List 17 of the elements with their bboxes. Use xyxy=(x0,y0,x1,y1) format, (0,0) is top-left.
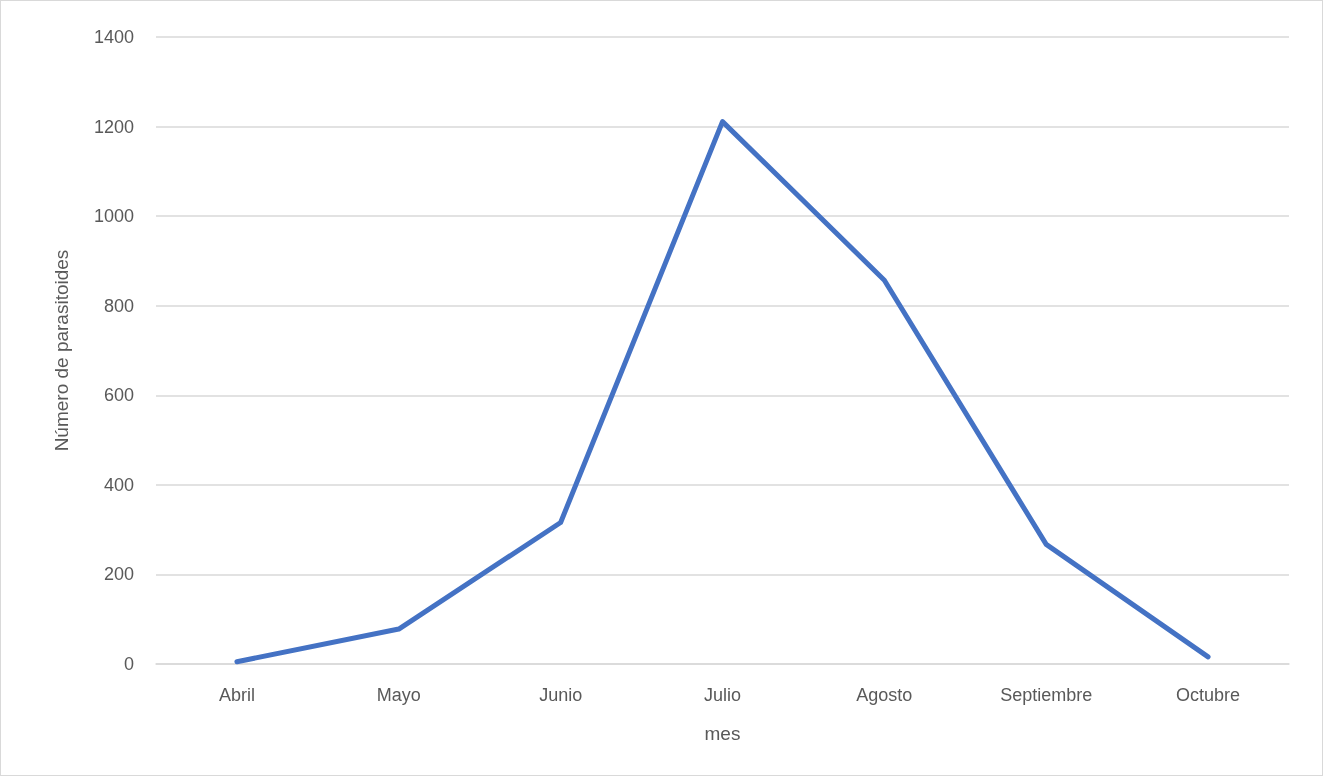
x-axis-title: mes xyxy=(704,723,741,744)
x-tick-label: Abril xyxy=(218,685,255,705)
x-tick-label: Julio xyxy=(703,685,742,705)
y-tick-label: 200 xyxy=(103,564,134,585)
y-tick-label: 600 xyxy=(103,385,134,406)
y-tick-label: 0 xyxy=(123,654,134,674)
y-tick-label: 800 xyxy=(103,295,134,316)
x-tick-label: Junio xyxy=(539,685,583,705)
x-tick-label: Octubre xyxy=(1176,685,1241,705)
y-tick-label: 1200 xyxy=(93,116,134,137)
y-tick-label: 400 xyxy=(103,474,134,495)
x-tick-label: Septiembre xyxy=(1000,685,1093,705)
y-axis-title: Número de parasitoides xyxy=(51,249,72,452)
y-tick-label: 1000 xyxy=(93,206,134,227)
x-tick-label: Agosto xyxy=(856,685,913,705)
y-tick-label: 1400 xyxy=(93,27,134,47)
x-tick-label: Mayo xyxy=(376,685,421,705)
